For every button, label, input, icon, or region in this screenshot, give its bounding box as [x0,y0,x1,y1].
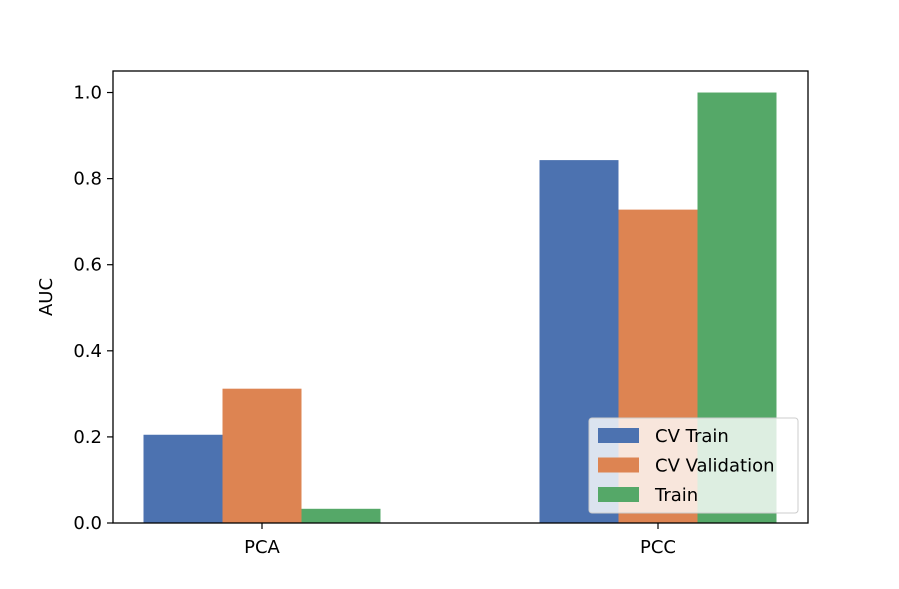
y-tick-label: 1.0 [73,83,102,104]
legend-swatch-train [598,487,639,502]
bar-train-pca [301,508,381,523]
legend-label-cv-validation: CV Validation [655,456,775,477]
y-tick-label: 0.4 [73,341,102,362]
legend-box [588,417,799,514]
axes-group [112,70,809,524]
y-axis-label: AUC [36,278,57,316]
bar-cv-validation-pca [222,388,302,523]
legend-label-cv-train: CV Train [655,426,729,447]
plot-frame [112,70,809,524]
y-tick-label: 0.0 [73,513,102,534]
legend: CV Train CV Validation Train [588,417,799,514]
legend-label-train: Train [654,485,698,506]
legend-swatch-cv-validation [598,457,639,473]
y-tick-label: 0.8 [73,169,102,190]
x-tick-label: PCC [640,537,676,558]
legend-swatch-cv-train [598,428,639,443]
x-tick-label: PCA [244,537,280,558]
y-tick-label: 0.6 [73,255,102,276]
bar-cv-train-pca [143,434,223,523]
ticks-group: 0.0 0.2 0.4 0.6 0.8 1.0 PCA PCC [73,83,676,558]
y-tick-label: 0.2 [73,427,102,448]
